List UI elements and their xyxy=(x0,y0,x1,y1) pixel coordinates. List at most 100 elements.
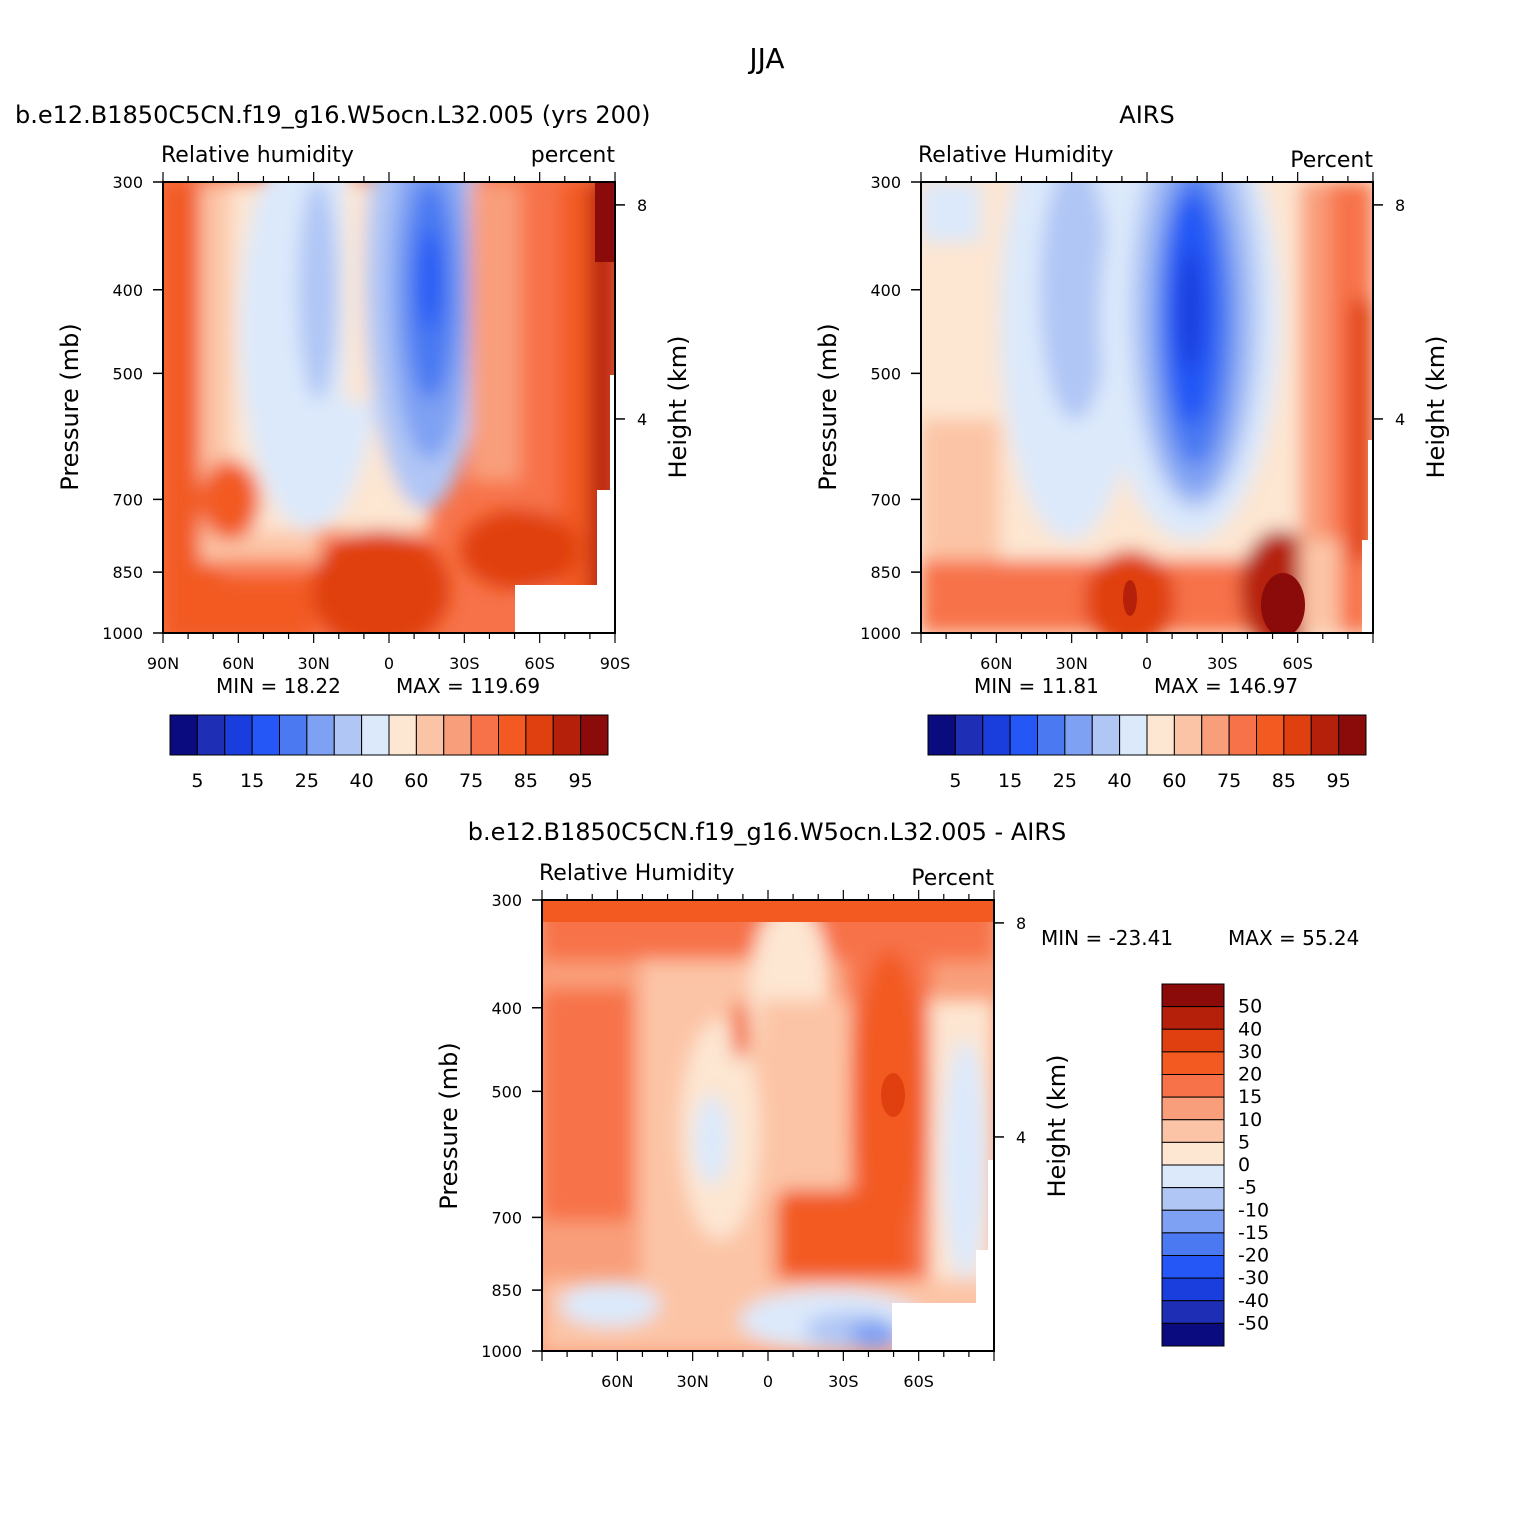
y-tick-label: 850 xyxy=(491,1281,522,1300)
y-tick-label: 1000 xyxy=(860,624,901,643)
x-tick-label: 60S xyxy=(903,1372,934,1391)
colorbar-swatch xyxy=(251,714,280,756)
colorbar-label: 15 xyxy=(1238,1086,1262,1108)
panel-difference-x-axis: 60N 30N 0 30S 60S xyxy=(541,890,995,1391)
colorbar-label: -50 xyxy=(1238,1312,1269,1334)
x-tick-label: 30S xyxy=(1207,654,1238,673)
height-tick-label: 8 xyxy=(1395,196,1405,215)
x-tick-label: 0 xyxy=(763,1372,773,1391)
y-tick-label: 850 xyxy=(870,563,901,582)
colorbar-swatch xyxy=(1161,1300,1225,1324)
y-tick-label: 700 xyxy=(870,490,901,509)
colorbar-label: 0 xyxy=(1238,1154,1250,1176)
panel-difference-right-label: Percent xyxy=(911,866,994,891)
y-tick-label: 700 xyxy=(112,490,143,509)
y-tick-label: 400 xyxy=(491,999,522,1018)
panel-difference-min: MIN = -23.41 xyxy=(1041,926,1173,950)
x-tick-label: 60N xyxy=(980,654,1012,673)
colorbar-swatch xyxy=(306,714,335,756)
colorbar-swatch xyxy=(1161,1164,1225,1189)
colorbar-label: 5 xyxy=(949,770,961,792)
panel-difference-title: b.e12.B1850C5CN.f19_g16.W5ocn.L32.005 - … xyxy=(468,818,1067,846)
y-tick-label: 300 xyxy=(491,891,522,910)
panel-obs-left-label: Relative Humidity xyxy=(918,143,1113,168)
panel-model-title: b.e12.B1850C5CN.f19_g16.W5ocn.L32.005 (y… xyxy=(15,101,651,129)
colorbar-swatch xyxy=(580,714,609,756)
panel-obs-min: MIN = 11.81 xyxy=(974,674,1099,698)
colorbar-swatch xyxy=(1161,1255,1225,1279)
colorbar-swatch xyxy=(1037,714,1066,756)
colorbar-label: -40 xyxy=(1238,1290,1269,1312)
height-tick-label: 4 xyxy=(637,410,647,429)
colorbar-swatch xyxy=(470,714,499,756)
colorbar-swatch xyxy=(443,714,472,756)
colorbar-swatch xyxy=(1161,1232,1225,1256)
panel-obs-title: AIRS xyxy=(1119,101,1174,129)
panel-obs-ylabel: Pressure (mb) xyxy=(814,323,842,490)
colorbar-swatch xyxy=(1201,714,1230,756)
panel-model: b.e12.B1850C5CN.f19_g16.W5ocn.L32.005 (y… xyxy=(15,101,692,792)
colorbar-swatch xyxy=(1173,714,1203,756)
colorbar-swatch xyxy=(1283,714,1312,756)
panel-model-min: MIN = 18.22 xyxy=(216,674,341,698)
colorbar-swatch xyxy=(1009,714,1038,756)
panel-obs-height-axis: 84 xyxy=(1373,196,1405,429)
x-tick-label: 30N xyxy=(1056,654,1088,673)
colorbar-label: 40 xyxy=(1108,770,1132,792)
panel-difference-max: MAX = 55.24 xyxy=(1228,926,1359,950)
colorbar-swatch xyxy=(1161,1074,1225,1098)
colorbar-label: 20 xyxy=(1238,1064,1262,1086)
panel-obs-ylabel2: Height (km) xyxy=(1422,336,1450,479)
colorbar-swatch xyxy=(1064,714,1093,756)
colorbar-swatch xyxy=(982,714,1011,756)
colorbar-swatch xyxy=(1161,983,1225,1008)
colorbar-label: 60 xyxy=(404,770,428,792)
colorbar-label: 40 xyxy=(1238,1018,1262,1040)
colorbar-swatch xyxy=(1256,714,1285,756)
y-tick-label: 700 xyxy=(491,1208,522,1227)
height-tick-label: 8 xyxy=(1016,914,1026,933)
y-tick-label: 1000 xyxy=(102,624,143,643)
y-tick-label: 850 xyxy=(112,563,143,582)
colorbar-swatch xyxy=(954,714,984,756)
panel-obs-max: MAX = 146.97 xyxy=(1154,674,1298,698)
colorbar-label: 75 xyxy=(459,770,483,792)
colorbar-label: 40 xyxy=(350,770,374,792)
colorbar-swatch xyxy=(361,714,390,756)
x-tick-label: 60S xyxy=(524,654,555,673)
colorbar-swatch xyxy=(1161,1209,1225,1234)
panel-difference-field xyxy=(542,900,994,1351)
y-tick-label: 400 xyxy=(112,281,143,300)
x-tick-label: 30N xyxy=(677,1372,709,1391)
panel-model-ylabel2: Height (km) xyxy=(664,336,692,479)
y-tick-label: 500 xyxy=(112,364,143,383)
figure-title: JJA xyxy=(747,42,784,75)
colorbar-label: 95 xyxy=(569,770,593,792)
panel-obs: AIRS Relative Humidity Percent xyxy=(814,101,1450,792)
panel-obs-right-label: Percent xyxy=(1290,148,1373,173)
colorbar-swatch xyxy=(1161,1119,1225,1143)
colorbar-swatch xyxy=(525,714,554,756)
colorbar-label: 10 xyxy=(1238,1109,1262,1131)
height-tick-label: 4 xyxy=(1016,1128,1026,1147)
height-tick-label: 8 xyxy=(637,196,647,215)
colorbar-swatch xyxy=(1161,1096,1225,1121)
colorbar-label: -10 xyxy=(1238,1199,1269,1221)
colorbar-label: 30 xyxy=(1238,1041,1262,1063)
panel-difference-height-axis: 84 xyxy=(994,914,1026,1147)
colorbar-swatch xyxy=(1228,714,1257,756)
colorbar-swatch xyxy=(1161,1322,1225,1347)
colorbar-label: 95 xyxy=(1327,770,1351,792)
colorbar-swatch xyxy=(1146,714,1175,756)
panel-difference: b.e12.B1850C5CN.f19_g16.W5ocn.L32.005 - … xyxy=(435,818,1359,1391)
height-tick-label: 4 xyxy=(1395,410,1405,429)
panel-model-y-axis: 300 400 500 700 850 1000 xyxy=(102,173,163,643)
panel-model-height-axis: 84 xyxy=(615,196,647,429)
colorbar-swatch xyxy=(169,714,198,756)
panel-model-colorbar: 5 15 25 40 60 75 85 95 xyxy=(169,714,609,792)
colorbar-label: 25 xyxy=(295,770,319,792)
colorbar-swatch xyxy=(1091,714,1121,756)
colorbar-swatch xyxy=(415,714,445,756)
x-tick-label: 30S xyxy=(449,654,480,673)
